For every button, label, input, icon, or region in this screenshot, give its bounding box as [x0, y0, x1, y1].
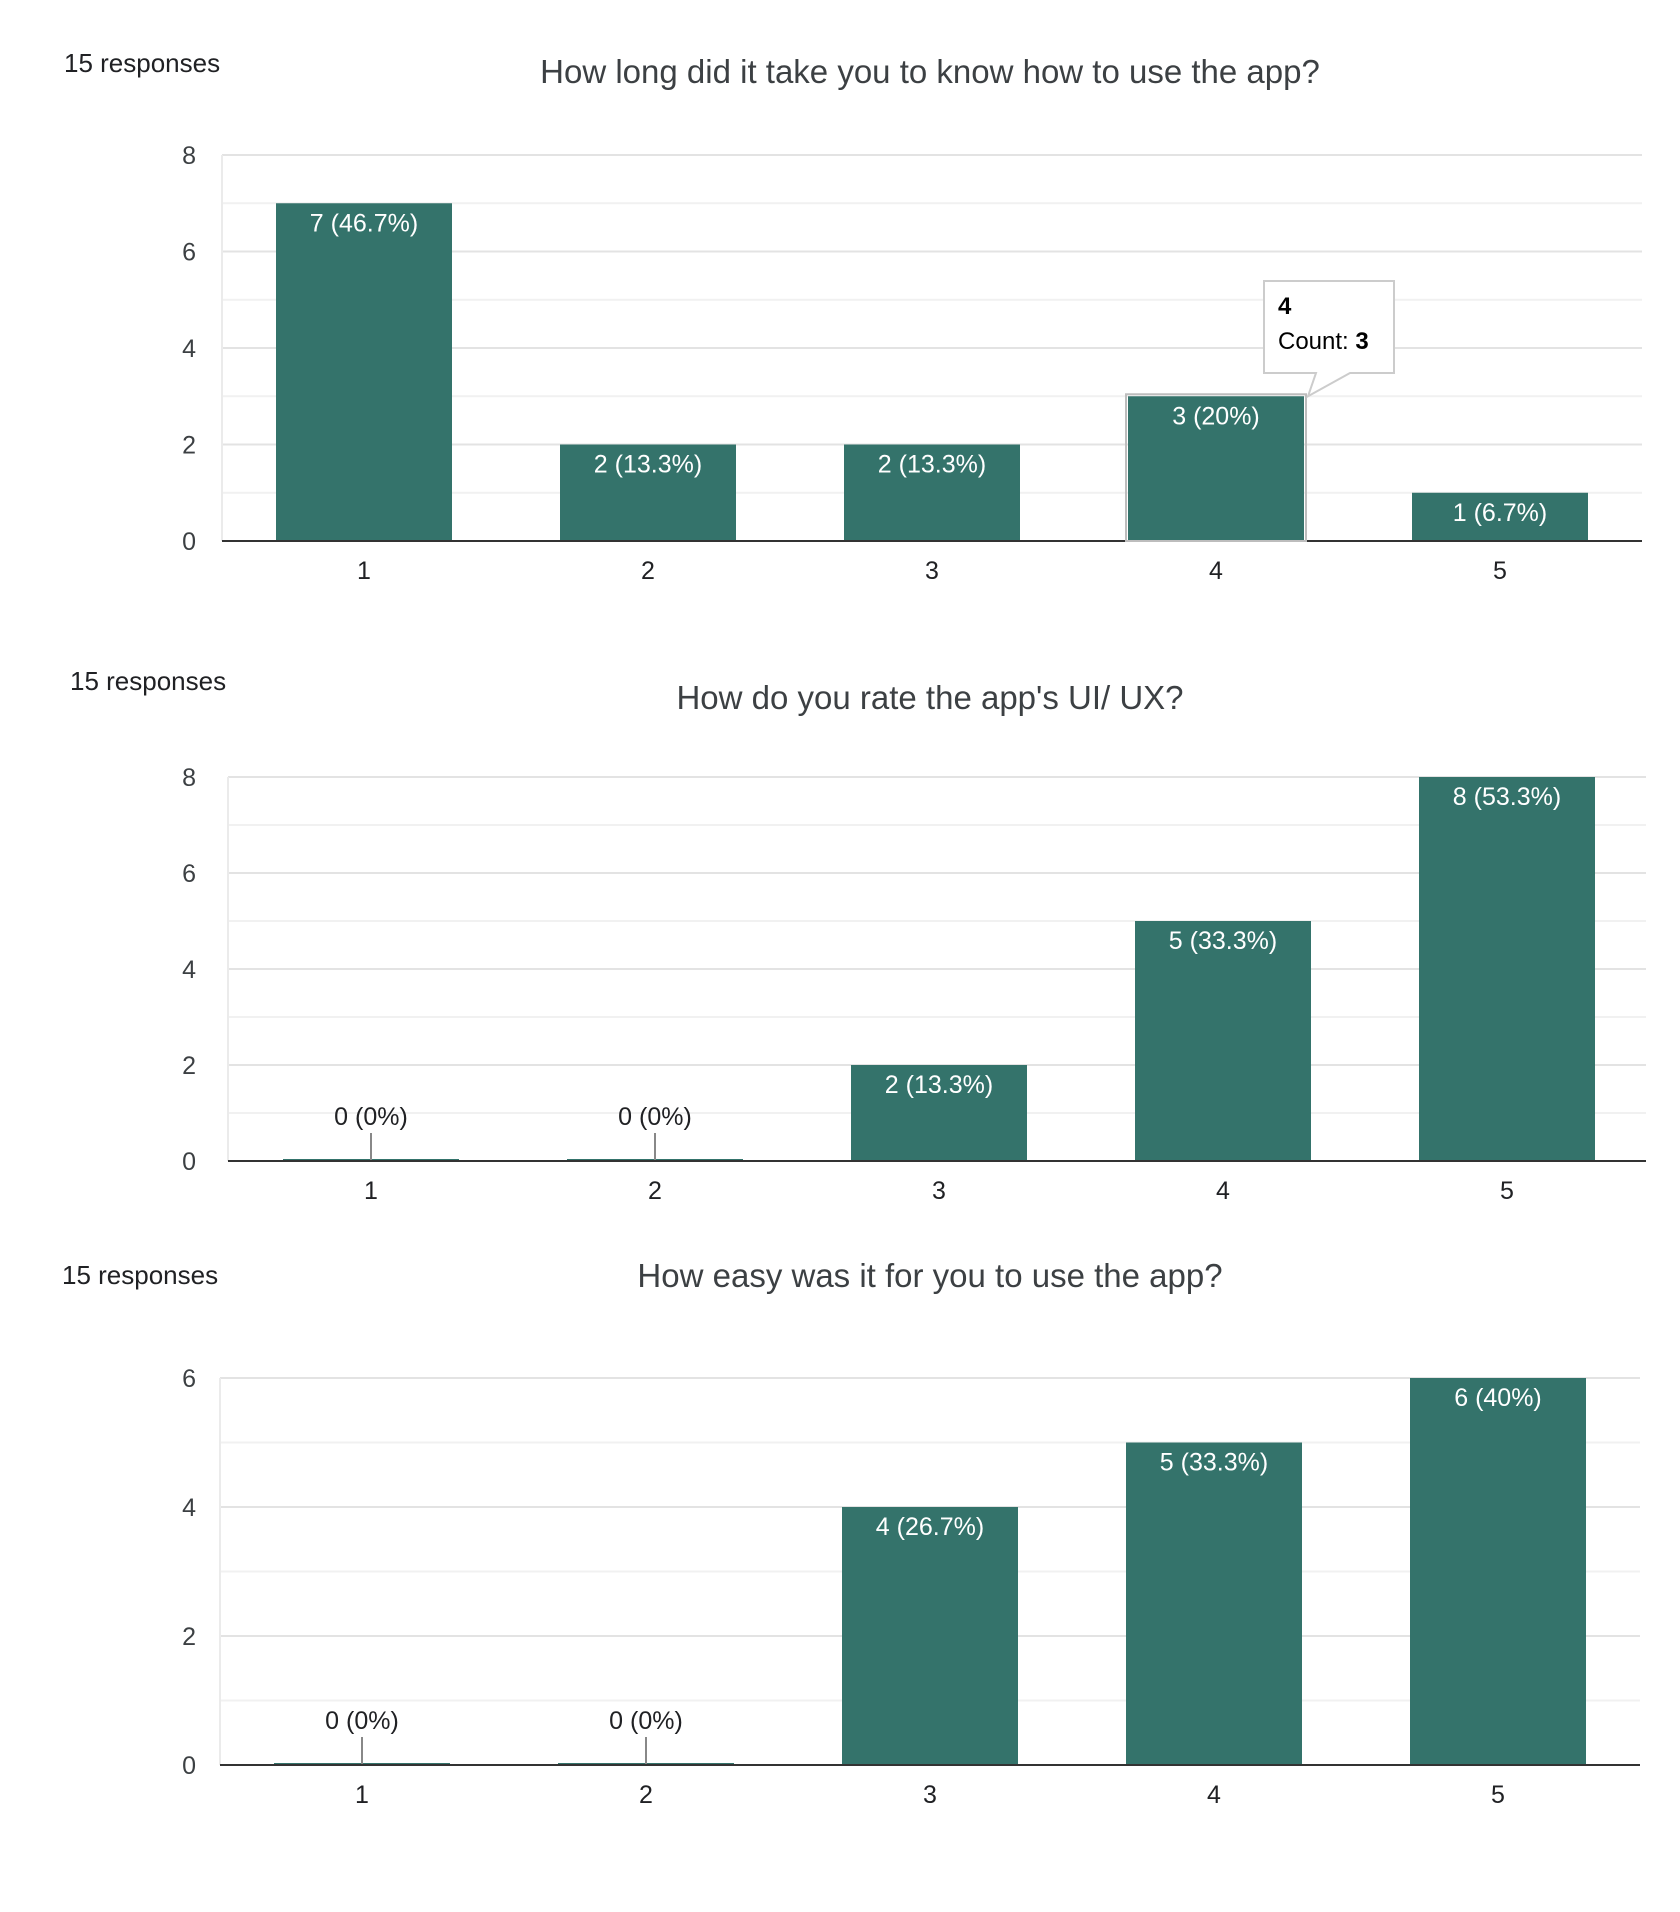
- bar-value-label: 5 (33.3%): [1169, 927, 1277, 955]
- response-count: 15 responses: [70, 666, 227, 696]
- bar: [851, 1065, 1027, 1161]
- tooltip: 4 Count: 3: [1263, 280, 1395, 399]
- response-count: 15 responses: [64, 48, 221, 78]
- bar-value-label: 0 (0%): [609, 1707, 683, 1735]
- bar: [560, 444, 736, 541]
- bar-value-label: 4 (26.7%): [876, 1513, 984, 1541]
- x-tick-label: 2: [648, 1177, 662, 1205]
- bar: [1412, 492, 1588, 541]
- tooltip-count-label: Count:: [1278, 328, 1355, 355]
- bar-chart-ease-of-use: 0 2 4 6 0 (0%) 1 0 (0%) 2 4 (26.7%) 3 5 (33.3%) 4 6 …: [182, 1365, 1640, 1809]
- x-tick-label: 3: [923, 1781, 937, 1809]
- x-tick-label: 5: [1500, 1177, 1514, 1205]
- bar-value-label: 0 (0%): [618, 1103, 692, 1131]
- tooltip-count-value: 3: [1355, 328, 1368, 355]
- tooltip-box: [1263, 280, 1395, 399]
- y-tick-label: 2: [182, 1623, 196, 1651]
- bar-value-label: 1 (6.7%): [1453, 499, 1547, 527]
- bar-chart-time-to-learn: 0 2 4 6 8 7 (46.7%) 1 2 (13.3%) 2 2 (13.3%) 3 3 (20…: [182, 142, 1642, 585]
- y-tick-label: 6: [182, 1365, 196, 1393]
- y-tick-label: 8: [182, 764, 196, 792]
- y-tick-label: 0: [182, 1752, 196, 1780]
- bar-value-label: 5 (33.3%): [1160, 1449, 1268, 1477]
- bar-value-label: 2 (13.3%): [878, 451, 986, 479]
- tooltip-count: Count: 3: [1278, 328, 1369, 355]
- bar: [276, 203, 452, 541]
- bar: [842, 1507, 1018, 1765]
- x-tick-label: 1: [355, 1781, 369, 1809]
- bar-value-label: 0 (0%): [325, 1707, 399, 1735]
- bar: [1128, 396, 1304, 541]
- bar-value-label: 2 (13.3%): [885, 1071, 993, 1099]
- chart-title: How long did it take you to know how to …: [540, 53, 1320, 90]
- x-tick-label: 1: [364, 1177, 378, 1205]
- y-tick-label: 2: [182, 1052, 196, 1080]
- y-tick-label: 0: [182, 1148, 196, 1176]
- chart-panel-ui-ux-rating: 15 responses How do you rate the app's U…: [0, 620, 1680, 1210]
- x-tick-label: 2: [639, 1781, 653, 1809]
- chart-panel-ease-of-use: 15 responses How easy was it for you to …: [0, 1210, 1680, 1912]
- x-tick-label: 5: [1493, 557, 1507, 585]
- chart-title: How easy was it for you to use the app?: [637, 1257, 1223, 1294]
- x-tick-label: 5: [1491, 1781, 1505, 1809]
- x-tick-label: 4: [1207, 1781, 1221, 1809]
- bar: [1126, 1442, 1302, 1765]
- bar-value-label: 7 (46.7%): [310, 209, 418, 237]
- bar: [1135, 921, 1311, 1161]
- bar-hover-outline: [1125, 393, 1307, 542]
- x-tick-label: 1: [357, 557, 371, 585]
- x-tick-label: 3: [925, 557, 939, 585]
- x-tick-label: 4: [1216, 1177, 1230, 1205]
- bar-value-label: 6 (40%): [1454, 1384, 1542, 1412]
- bar-value-label: 2 (13.3%): [594, 451, 702, 479]
- tooltip-category: 4: [1278, 293, 1292, 320]
- x-tick-label: 3: [932, 1177, 946, 1205]
- y-tick-label: 4: [182, 956, 196, 984]
- y-tick-label: 6: [182, 239, 196, 267]
- y-tick-label: 8: [182, 142, 196, 170]
- y-tick-label: 4: [182, 1494, 196, 1522]
- chart-panel-time-to-learn: 15 responses How long did it take you to…: [0, 0, 1680, 620]
- y-tick-label: 6: [182, 860, 196, 888]
- bar-value-label: 3 (20%): [1172, 402, 1260, 430]
- bar-value-label: 0 (0%): [334, 1103, 408, 1131]
- response-count: 15 responses: [62, 1260, 219, 1290]
- y-tick-label: 0: [182, 528, 196, 556]
- bar-value-label: 8 (53.3%): [1453, 783, 1561, 811]
- x-tick-label: 4: [1209, 557, 1223, 585]
- chart-title: How do you rate the app's UI/ UX?: [676, 679, 1184, 716]
- bar: [1410, 1378, 1586, 1765]
- bar: [844, 444, 1020, 541]
- x-tick-label: 2: [641, 557, 655, 585]
- bar: [1419, 777, 1595, 1161]
- y-tick-label: 2: [182, 432, 196, 460]
- bar-chart-ui-ux-rating: 0 2 4 6 8 0 (0%) 1 0 (0%) 2 2 (13.3%) 3 5 (33.3%) 4 8…: [182, 764, 1646, 1205]
- y-tick-label: 4: [182, 335, 196, 363]
